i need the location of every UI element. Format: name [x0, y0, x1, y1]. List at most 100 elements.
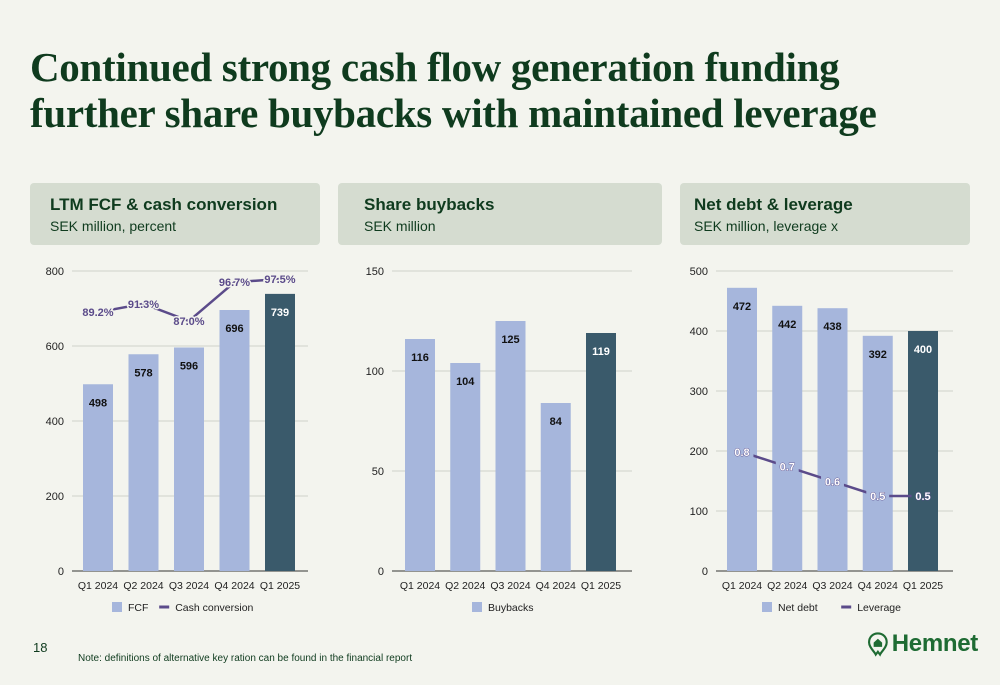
legend-swatch-bar	[112, 602, 122, 612]
y-tick-label: 0	[378, 566, 384, 578]
bar	[450, 363, 481, 571]
title-line-2: further share buybacks with maintained l…	[30, 90, 877, 136]
y-tick-label: 400	[46, 416, 64, 428]
x-tick-label: Q1 2024	[722, 580, 762, 592]
bar-data-label: 498	[89, 397, 107, 409]
legend-label: FCF	[128, 602, 148, 614]
bar-data-label: 84	[550, 416, 563, 428]
legend-label: Cash conversion	[175, 602, 253, 614]
logo-text: Hemnet	[891, 630, 979, 657]
x-tick-label: Q1 2025	[260, 580, 300, 592]
x-tick-label: Q2 2024	[445, 580, 485, 592]
legend-label: Net debt	[778, 602, 818, 614]
x-tick-label: Q1 2024	[400, 580, 440, 592]
line-label-bg	[911, 489, 935, 503]
bar-data-label: 104	[456, 376, 475, 388]
bar	[495, 321, 526, 571]
bar-data-label: 596	[180, 361, 198, 373]
legend-swatch-bar	[762, 602, 772, 612]
line-data-label: 87.0%	[173, 316, 204, 328]
line-label-bg	[775, 459, 799, 474]
y-tick-label: 100	[366, 366, 384, 378]
x-tick-label: Q1 2025	[903, 580, 943, 592]
y-tick-label: 300	[690, 386, 708, 398]
line-label-bg	[866, 489, 890, 503]
bar	[908, 331, 938, 571]
bar	[727, 287, 757, 571]
bar-data-label: 116	[411, 352, 429, 364]
bar-data-label: 472	[733, 301, 751, 313]
bar-data-label: 392	[869, 349, 887, 361]
bar-data-label: 400	[914, 344, 932, 356]
bar	[265, 293, 295, 571]
chart-fcf: 0 200 400 600 800 498 578 596 696 739 Q1 2024 Q2 20…	[46, 266, 953, 614]
bar-data-label: 739	[271, 307, 289, 319]
y-tick-label: 200	[46, 491, 64, 503]
legend-label: Buybacks	[488, 602, 534, 614]
panel-title-buybacks: Share buybacks	[364, 195, 495, 214]
x-tick-label: Q4 2024	[858, 580, 898, 592]
panel-title-netdebt: Net debt & leverage	[694, 195, 853, 214]
x-tick-label: Q3 2024	[169, 580, 209, 592]
y-tick-label: 800	[46, 266, 64, 278]
panel-subtitle-fcf: SEK million, percent	[50, 218, 177, 234]
x-tick-label: Q1 2025	[581, 580, 621, 592]
bar	[219, 310, 250, 571]
line-data-label: 0.5	[870, 491, 885, 503]
bar-data-label: 442	[778, 319, 796, 331]
y-tick-label: 400	[690, 326, 708, 338]
bar-data-label: 125	[501, 334, 519, 346]
line-series	[97, 277, 281, 323]
panel-header-netdebt: Net debt & leverage SEK million, leverag…	[680, 183, 970, 245]
panel-header-buybacks: Share buybacks SEK million	[338, 183, 662, 245]
footnote: Note: definitions of alternative key rat…	[78, 653, 413, 664]
x-tick-label: Q3 2024	[812, 580, 852, 592]
bar	[540, 403, 571, 571]
x-tick-label: Q4 2024	[214, 580, 254, 592]
panel-subtitle-buybacks: SEK million	[364, 218, 436, 234]
y-tick-label: 150	[366, 266, 384, 278]
y-tick-label: 100	[690, 506, 708, 518]
line-data-label: 91.3%	[128, 299, 159, 311]
panel-title-fcf: LTM FCF & cash conversion	[50, 195, 278, 214]
bar	[772, 305, 803, 571]
bar	[862, 335, 893, 571]
title-line-1: Continued strong cash flow generation fu…	[30, 44, 840, 90]
line-data-label: 0.8	[734, 447, 749, 459]
y-tick-label: 0	[702, 566, 708, 578]
line-data-label: 0.7	[780, 462, 795, 474]
bar	[128, 354, 159, 571]
y-tick-label: 600	[46, 341, 64, 353]
line-data-label: 0.5	[915, 491, 930, 503]
legend-swatch-bar	[472, 602, 482, 612]
line-data-label: 89.2%	[82, 307, 113, 319]
line-data-label: 0.6	[825, 476, 840, 488]
page-number: 18	[33, 640, 48, 655]
line-data-label: 97.5%	[264, 274, 295, 286]
panel-header-fcf: LTM FCF & cash conversion SEK million, p…	[30, 183, 320, 245]
y-tick-label: 500	[690, 266, 708, 278]
bar	[174, 347, 204, 571]
x-tick-label: Q2 2024	[123, 580, 163, 592]
panel-subtitle-netdebt: SEK million, leverage x	[694, 218, 838, 234]
line-data-label: 96.7%	[219, 277, 250, 289]
house-pin-icon	[868, 632, 888, 657]
bar	[586, 333, 616, 571]
bar-data-label: 578	[134, 367, 152, 379]
page-title: Continued strong cash flow generation fu…	[30, 44, 970, 136]
x-tick-label: Q3 2024	[490, 580, 530, 592]
x-tick-label: Q1 2024	[78, 580, 118, 592]
line-label-bg	[730, 445, 754, 459]
bar-data-label: 119	[592, 346, 610, 358]
bar-data-label: 438	[823, 321, 841, 333]
legend-label: Leverage	[857, 602, 901, 614]
bar	[405, 339, 435, 571]
bar	[83, 384, 113, 571]
y-tick-label: 50	[372, 466, 384, 478]
bar	[817, 308, 848, 571]
bar-data-label: 696	[225, 323, 243, 335]
x-tick-label: Q4 2024	[536, 580, 576, 592]
hemnet-logo: Hemnet	[868, 626, 978, 662]
line-label-bg	[821, 474, 844, 489]
x-tick-label: Q2 2024	[767, 580, 807, 592]
